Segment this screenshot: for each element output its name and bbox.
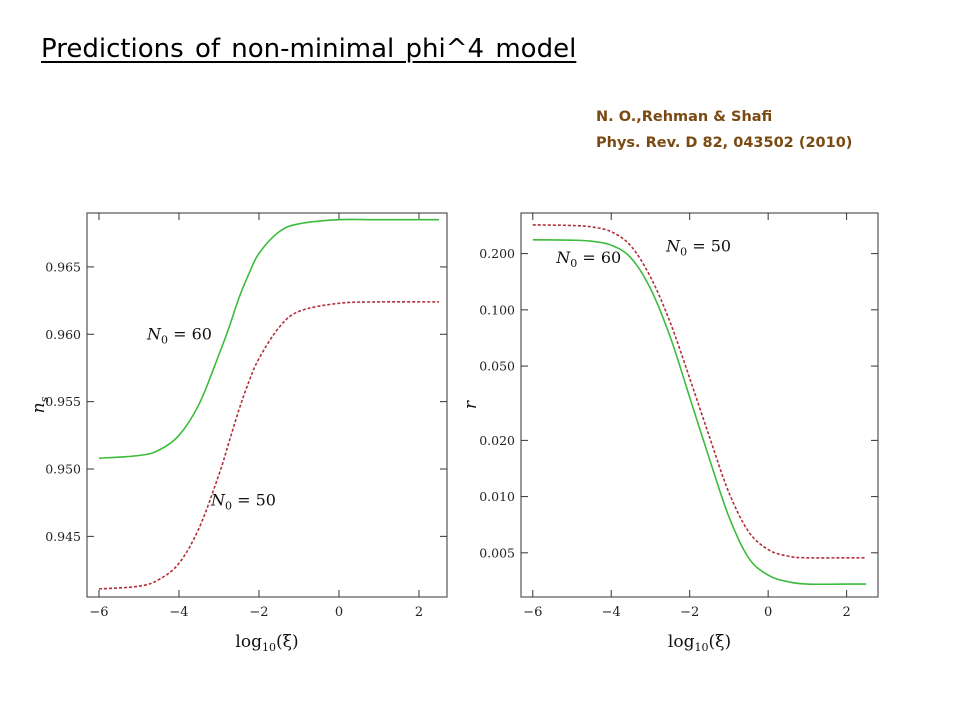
citation: N. O.,Rehman & Shafi Phys. Rev. D 82, 04… xyxy=(596,104,852,156)
x-tick-label: −4 xyxy=(602,605,621,620)
series-annotation: N0 = 60 xyxy=(555,248,621,270)
series-annotation: N0 = 60 xyxy=(146,325,212,347)
citation-authors: N. O.,Rehman & Shafi xyxy=(596,109,773,125)
x-tick-label: −6 xyxy=(89,605,108,620)
y-axis-label: ns xyxy=(29,396,51,413)
y-tick-label: 0.965 xyxy=(45,259,81,274)
x-axis-label: log10(ξ) xyxy=(668,632,731,654)
x-tick-label: −4 xyxy=(169,605,188,620)
series-n60-line xyxy=(532,239,867,586)
y-tick-label: 0.955 xyxy=(45,394,81,409)
y-tick-label: 0.005 xyxy=(479,545,515,560)
series-n60-line xyxy=(98,218,439,459)
r-chart: −6 −4 −2 0 2 0.005 0.010 0.020 0.050 0.100 0.200 lo… xyxy=(461,212,879,654)
y-tick-label: 0.945 xyxy=(45,529,81,544)
y-tick-label: 0.010 xyxy=(479,489,515,504)
plot-frame xyxy=(86,212,448,598)
x-tick-label: 2 xyxy=(415,605,423,620)
x-tick-label: 2 xyxy=(842,605,850,620)
x-axis-label: log10(ξ) xyxy=(235,632,298,654)
y-axis-label: r xyxy=(461,400,481,409)
ns-chart: −6 −4 −2 0 2 0.945 0.950 0.955 0.960 0.965 log10(ξ… xyxy=(29,212,448,654)
x-tick-label: 0 xyxy=(764,605,772,620)
series-n50-line xyxy=(98,301,440,590)
series-annotation: N0 = 50 xyxy=(210,490,276,512)
citation-journal: Phys. Rev. D 82, 043502 (2010) xyxy=(596,135,853,151)
y-tick-label: 0.020 xyxy=(479,433,515,448)
slide-title: Predictions of non-minimal phi^4 model xyxy=(41,34,577,64)
series-annotation: N0 = 50 xyxy=(665,237,731,259)
x-tick-label: −2 xyxy=(249,605,268,620)
x-tick-label: −2 xyxy=(680,605,699,620)
y-tick-label: 0.950 xyxy=(45,462,81,477)
y-tick-label: 0.050 xyxy=(479,359,515,374)
y-tick-label: 0.100 xyxy=(479,302,515,317)
y-tick-label: 0.200 xyxy=(479,246,515,261)
y-tick-label: 0.960 xyxy=(45,327,81,342)
x-tick-label: −6 xyxy=(523,605,542,620)
x-tick-label: 0 xyxy=(335,605,343,620)
